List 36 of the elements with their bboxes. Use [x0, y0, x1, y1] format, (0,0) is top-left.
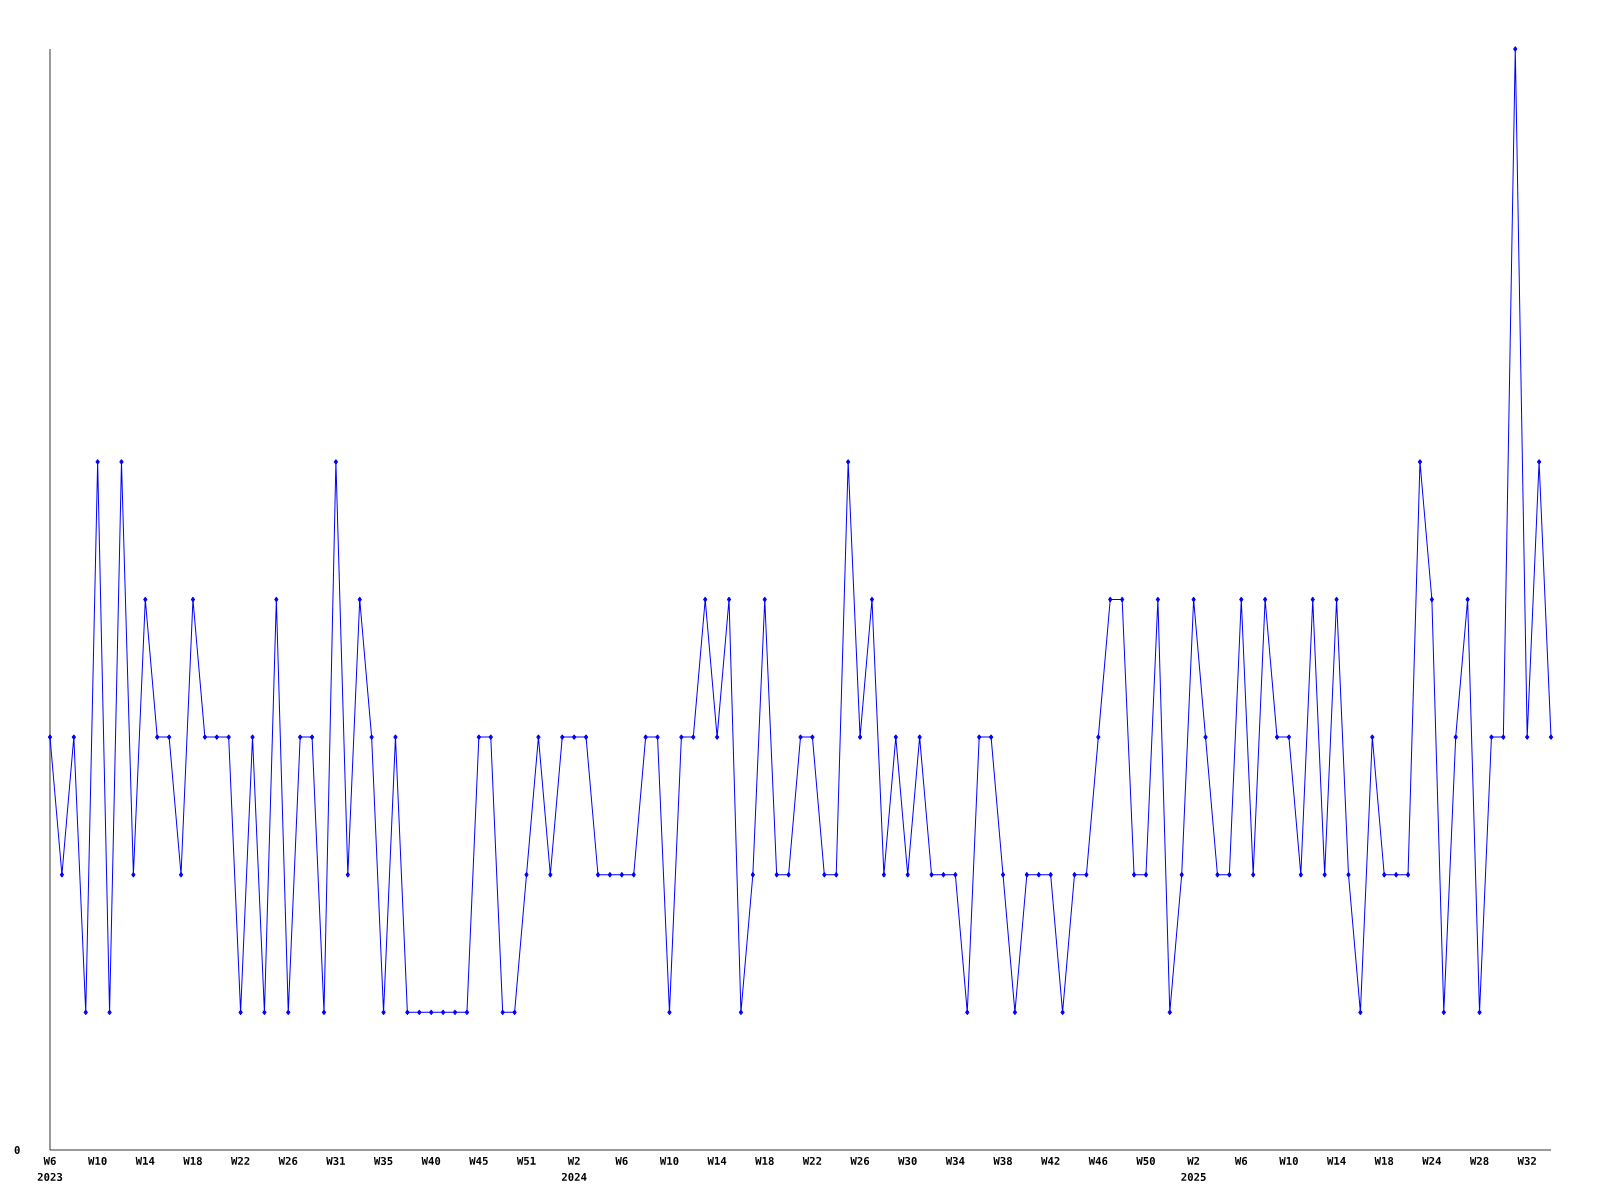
- text: 2024: [561, 1172, 587, 1181]
- x-tick-label: W18: [1374, 1156, 1394, 1165]
- x-tick-label: W34: [945, 1156, 965, 1165]
- x-tick-label: W18: [755, 1156, 774, 1165]
- x-tick-label: W26: [278, 1156, 298, 1166]
- x-tick-label: W22: [802, 1156, 822, 1165]
- x-tick-label: W42: [1041, 1156, 1060, 1165]
- text: 2023: [37, 1172, 63, 1181]
- x-tick-label: W6: [615, 1156, 628, 1166]
- x-tick-label: W38: [993, 1156, 1012, 1165]
- x-tick-label: W50: [1136, 1156, 1155, 1165]
- x-tick-label: W10: [88, 1156, 107, 1165]
- x-tick-label: W32: [1517, 1156, 1536, 1165]
- x-tick-label: W18: [183, 1156, 202, 1165]
- x-tick-label: W10: [1279, 1156, 1298, 1165]
- x-tick-label: W45: [469, 1156, 488, 1165]
- text: 0: [14, 1145, 20, 1155]
- x-tick-label: W35: [373, 1156, 393, 1165]
- x-tick-label: W31: [326, 1156, 346, 1165]
- x-tick-label: W14: [1326, 1156, 1346, 1165]
- x-tick-label: W24: [1422, 1156, 1442, 1165]
- x-tick-label: W6: [1234, 1156, 1248, 1166]
- x-tick-label: W14: [707, 1156, 727, 1165]
- x-tick-label: W14: [135, 1156, 155, 1165]
- x-tick-label: W2: [1187, 1156, 1200, 1165]
- x-tick-label: W2: [567, 1156, 580, 1165]
- x-tick-label: W40: [421, 1156, 441, 1165]
- x-tick-label: W30: [898, 1156, 917, 1165]
- x-tick-label: W6: [43, 1156, 56, 1166]
- x-tick-label: W28: [1469, 1156, 1489, 1165]
- x-tick-label: W26: [850, 1156, 870, 1166]
- text: 2025: [1181, 1172, 1206, 1181]
- x-tick-label: W46: [1088, 1156, 1108, 1166]
- x-tick-label: W22: [230, 1156, 250, 1165]
- x-tick-label: W10: [659, 1156, 679, 1165]
- x-tick-label: W51: [516, 1156, 536, 1165]
